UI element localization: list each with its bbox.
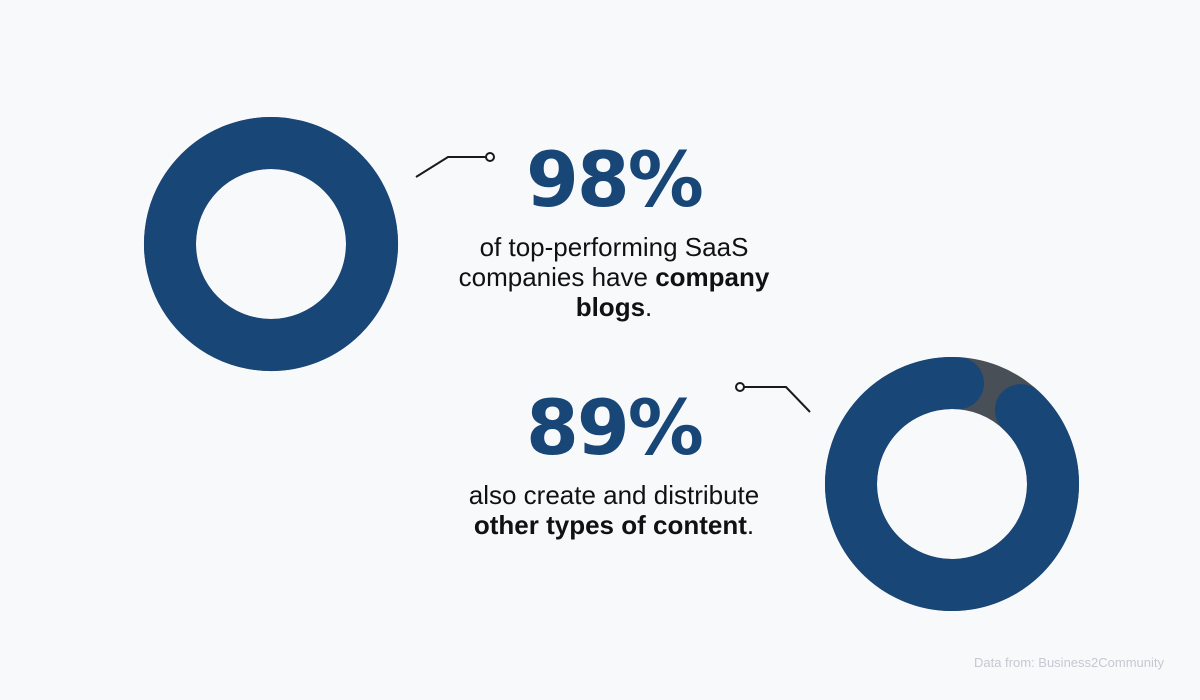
connector-dot-other-content	[735, 382, 745, 392]
donut-chart-other-content	[825, 357, 1079, 611]
stat-percentage: 89%	[526, 383, 704, 472]
stat-text-end: .	[746, 510, 755, 540]
connector-line-blogs	[415, 156, 486, 178]
donut-value-slice	[825, 357, 1079, 611]
connector-line-other-content	[744, 386, 811, 413]
donut-value-slice	[144, 117, 398, 371]
source-note: Data from: Business2Community	[973, 655, 1164, 670]
stat-percentage: 98%	[526, 135, 704, 224]
stat-highlight: other types of content	[473, 510, 747, 540]
stat-highlight: company blogs	[575, 262, 770, 322]
stat-description: also create and distribute other types o…	[444, 480, 784, 540]
stat-text: also create and distribute	[468, 480, 760, 510]
stat-other-content: 89% also create and distribute other typ…	[444, 383, 784, 541]
stat-blogs: 98% of top-performing SaaS companies hav…	[444, 135, 784, 323]
stat-text: of top-performing SaaS companies have	[458, 232, 749, 292]
stat-description: of top-performing SaaS companies have co…	[444, 232, 784, 322]
connector-dot-blogs	[485, 152, 495, 162]
stat-text-end: .	[645, 292, 653, 322]
donut-chart-blogs	[144, 117, 398, 371]
